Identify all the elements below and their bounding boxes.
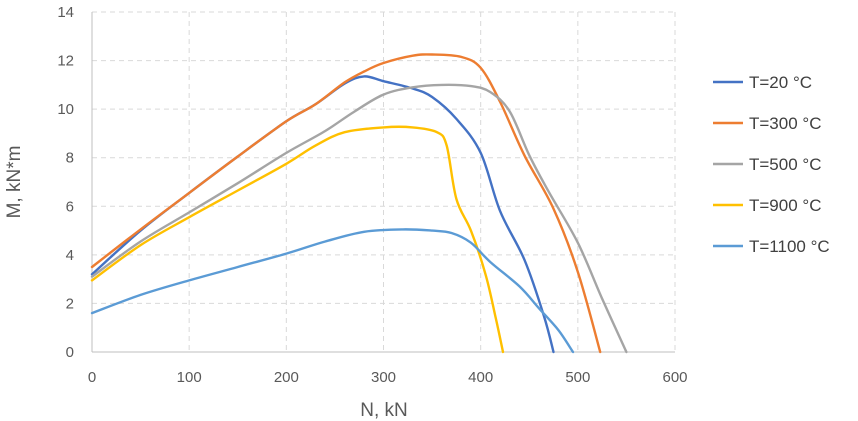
series-line-t1100: [90, 228, 575, 354]
series-line-t500: [90, 83, 628, 354]
y-tick-label: 14: [57, 4, 74, 21]
legend-item-t500: T=500 °C: [713, 155, 821, 174]
legend: T=20 °C T=300 °C T=500 °C T=900 °C T=1100 °C: [713, 73, 830, 256]
y-tick-label: 10: [57, 101, 74, 118]
x-tick-label: 500: [565, 369, 590, 386]
legend-item-t900: T=900 °C: [713, 196, 821, 215]
x-tick-label: 200: [274, 369, 299, 386]
legend-item-t300: T=300 °C: [713, 114, 821, 133]
legend-label: T=20 °C: [749, 73, 812, 92]
x-tick-label: 600: [662, 369, 687, 386]
series-line-t300: [90, 53, 602, 354]
y-tick-label: 12: [57, 53, 74, 70]
x-tick-label: 100: [177, 369, 202, 386]
x-tick-label: 400: [468, 369, 493, 386]
legend-label: T=300 °C: [749, 114, 821, 133]
legend-label: T=1100 °C: [749, 237, 830, 256]
series-lines: [90, 53, 628, 354]
series-line-t900: [90, 125, 505, 354]
x-tick-label: 0: [88, 369, 96, 386]
x-tick-label: 300: [371, 369, 396, 386]
legend-item-t1100: T=1100 °C: [713, 237, 830, 256]
legend-item-t20: T=20 °C: [713, 73, 812, 92]
y-axis-title: M, kN*m: [4, 146, 25, 219]
y-tick-label: 6: [66, 198, 74, 215]
y-tick-label: 4: [66, 247, 74, 264]
tick-labels: 0 2 4 6 8 10 12 14 0 100 200 300 400 500 600: [57, 4, 687, 386]
y-tick-label: 0: [66, 344, 74, 361]
x-axis-title: N, kN: [360, 400, 408, 421]
legend-label: T=500 °C: [749, 155, 821, 174]
legend-label: T=900 °C: [749, 196, 821, 215]
axes: [91, 12, 675, 353]
y-tick-label: 2: [66, 295, 74, 312]
y-tick-label: 8: [66, 150, 74, 167]
